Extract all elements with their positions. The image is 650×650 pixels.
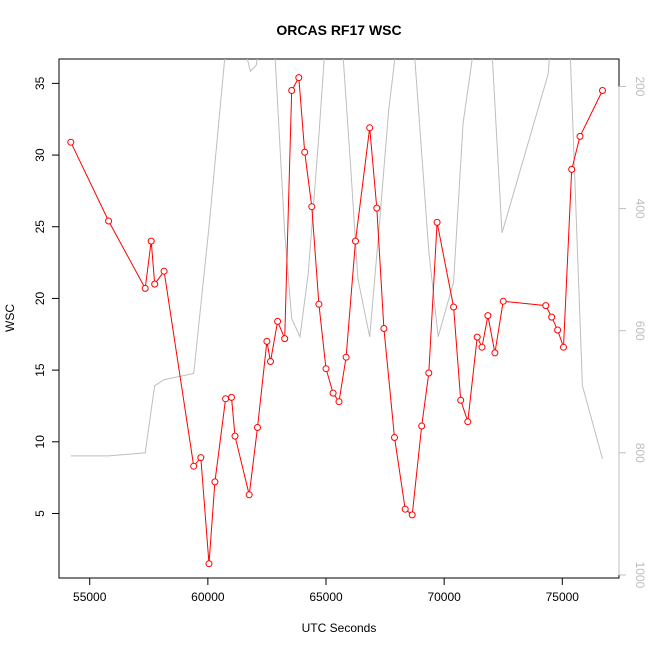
data-point (464, 418, 472, 426)
series-wsc-line (70, 75, 603, 564)
data-point (160, 267, 168, 275)
data-point (228, 393, 235, 401)
series-secondary-line (70, 59, 603, 460)
data-point (263, 337, 271, 345)
data-point (457, 396, 465, 404)
data-point (478, 343, 486, 351)
data-point (105, 217, 113, 225)
data-point (147, 237, 155, 245)
series-wsc (67, 74, 606, 568)
data-point (288, 87, 296, 94)
x-axis: 55000 60000 65000 70000 75000 (73, 577, 580, 604)
data-point (295, 74, 303, 82)
y-tick-label: 35 (33, 76, 47, 90)
data-point (450, 303, 458, 311)
x-tick-label: 65000 (309, 590, 343, 604)
data-point (425, 369, 433, 377)
data-point (211, 478, 219, 486)
data-point (576, 132, 584, 140)
data-point (335, 398, 343, 406)
data-point (267, 358, 274, 365)
data-point (67, 138, 75, 146)
y-right-tick-label: 600 (633, 321, 647, 341)
y-tick-label: 10 (33, 435, 47, 449)
data-point (308, 203, 316, 211)
data-point (568, 165, 576, 173)
data-point (418, 422, 426, 430)
data-point (548, 313, 556, 321)
y-tick-label: 5 (33, 510, 47, 517)
data-point (274, 317, 282, 325)
data-point (560, 343, 567, 351)
y-axis-label: WSC (3, 304, 17, 332)
data-point (352, 237, 359, 245)
y-tick-label: 20 (33, 291, 47, 305)
data-point (499, 297, 507, 305)
data-point (322, 365, 330, 373)
data-point (599, 87, 606, 94)
y-axis-right: 200 400 600 800 1000 (618, 76, 647, 589)
y-right-tick-label: 200 (633, 76, 647, 96)
y-right-tick-label: 400 (633, 199, 647, 219)
x-tick-label: 55000 (73, 590, 107, 604)
data-point (401, 505, 409, 513)
data-point (254, 424, 261, 431)
y-axis: 5 10 15 20 25 30 35 (33, 76, 60, 517)
data-point (315, 300, 323, 308)
y-tick-label: 30 (33, 148, 47, 162)
data-point (245, 491, 253, 499)
y-right-tick-label: 1000 (633, 562, 647, 589)
data-point (366, 124, 374, 132)
data-point (141, 284, 149, 292)
x-axis-label: UTC Seconds (302, 621, 377, 635)
data-point (484, 312, 492, 320)
y-right-tick-label: 800 (633, 443, 647, 463)
data-point (281, 335, 289, 343)
chart-title: ORCAS RF17 WSC (276, 22, 401, 38)
data-point (542, 302, 550, 310)
x-tick-label: 75000 (546, 590, 580, 604)
data-point (151, 280, 159, 288)
data-point (433, 218, 441, 226)
data-point (554, 326, 562, 334)
data-point (222, 395, 230, 403)
data-point (380, 325, 388, 332)
data-point (197, 454, 205, 462)
data-point (391, 434, 398, 441)
data-point (329, 389, 337, 397)
y-tick-label: 25 (33, 220, 47, 234)
data-point (231, 432, 239, 440)
data-point (205, 560, 213, 568)
data-point (373, 204, 381, 212)
data-point (190, 462, 198, 470)
data-point (473, 333, 481, 341)
data-point (342, 353, 350, 361)
data-point (301, 148, 309, 156)
x-tick-label: 60000 (191, 590, 225, 604)
data-point (408, 511, 416, 519)
data-point (491, 349, 499, 357)
x-tick-label: 70000 (427, 590, 461, 604)
y-tick-label: 15 (33, 363, 47, 377)
plot-frame (58, 58, 620, 579)
series-secondary (70, 59, 603, 460)
